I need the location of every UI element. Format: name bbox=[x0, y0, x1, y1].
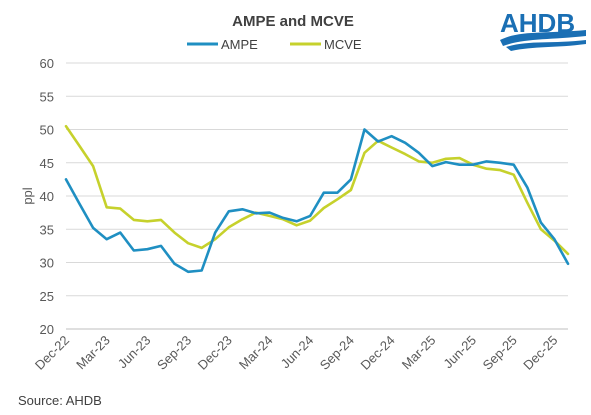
legend-label-mcve: MCVE bbox=[324, 37, 362, 52]
legend-label-ampe: AMPE bbox=[221, 37, 258, 52]
y-tick-label: 45 bbox=[40, 156, 54, 171]
y-tick-label: 25 bbox=[40, 289, 54, 304]
source-note: Source: AHDB bbox=[18, 393, 102, 408]
gridlines bbox=[66, 62, 568, 330]
x-tick-label: Sep-25 bbox=[480, 333, 520, 373]
series-line-mcve bbox=[64, 124, 570, 256]
x-tick-label: Dec-24 bbox=[357, 333, 397, 373]
x-tick-label: Sep-24 bbox=[317, 333, 357, 373]
y-axis-ticks: 20 25 30 35 40 45 50 55 60 bbox=[40, 56, 54, 337]
x-tick-label: Jun-25 bbox=[440, 333, 479, 372]
y-tick-label: 50 bbox=[40, 123, 54, 138]
y-tick-label: 55 bbox=[40, 89, 54, 104]
x-tick-label: Mar-23 bbox=[73, 333, 113, 373]
x-tick-label: Sep-23 bbox=[154, 333, 194, 373]
x-tick-label: Jun-23 bbox=[115, 333, 154, 372]
y-tick-label: 30 bbox=[40, 256, 54, 271]
x-tick-label: Jun-24 bbox=[278, 333, 317, 372]
y-tick-label: 40 bbox=[40, 189, 54, 204]
x-tick-label: Mar-24 bbox=[236, 333, 276, 373]
logo-wave-icon bbox=[500, 30, 586, 46]
x-tick-label: Dec-25 bbox=[520, 333, 560, 373]
logo-wave-icon bbox=[506, 40, 586, 51]
x-axis-ticks: Dec-22 Mar-23 Jun-23 Sep-23 Dec-23 Mar-24 Jun-… bbox=[32, 333, 561, 373]
series-line-ampe bbox=[64, 128, 570, 274]
x-tick-label: Dec-22 bbox=[32, 333, 72, 373]
y-tick-label: 20 bbox=[40, 322, 54, 337]
y-tick-label: 60 bbox=[40, 56, 54, 71]
chart-title: AMPE and MCVE bbox=[232, 13, 354, 30]
series-lines bbox=[64, 124, 570, 274]
y-axis-title: ppl bbox=[20, 187, 35, 204]
y-tick-label: 35 bbox=[40, 222, 54, 237]
ahdb-logo: AHDB bbox=[500, 8, 586, 51]
legend: AMPE MCVE bbox=[187, 37, 362, 52]
x-tick-label: Dec-23 bbox=[195, 333, 235, 373]
x-tick-label: Mar-25 bbox=[399, 333, 439, 373]
